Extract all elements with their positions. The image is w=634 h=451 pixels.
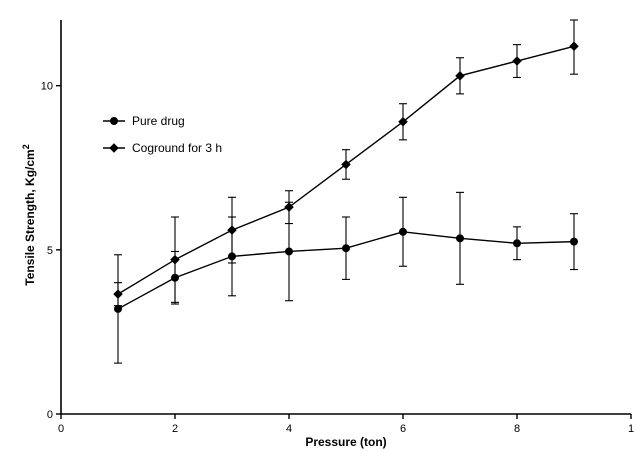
y-tick-label-0: 0 [47,409,53,421]
x-axis-title: Pressure (ton) [305,435,386,449]
plot-area [113,19,579,364]
data-point-coground-4 [284,202,294,212]
data-point-pure-drug-9 [570,237,579,246]
data-point-coground-2 [170,254,180,265]
data-point-pure-drug-1 [114,304,123,313]
data-point-pure-drug-8 [513,239,522,248]
legend-marker-pure-drug [110,117,119,126]
data-point-coground-7 [455,71,465,81]
x-tick-label-10: 1 [628,423,634,435]
data-point-pure-drug-4 [284,247,293,256]
legend-label-coground: Coground for 3 h [132,141,222,155]
legend-label-pure-drug: Pure drug [132,114,185,128]
data-point-coground-8 [512,56,522,66]
x-tick-label-2: 2 [172,423,178,435]
data-point-pure-drug-7 [455,234,464,243]
y-axis-title-main: Tensile Strength, Kg/cm [23,149,37,285]
data-point-coground-1 [113,289,123,299]
y-tick-label-10: 10 [41,81,53,93]
x-tick-label-0: 0 [58,423,64,435]
data-point-coground-6 [398,117,408,127]
legend: Pure drug Coground for 3 h [103,114,222,155]
x-tick-label-8: 8 [514,423,520,435]
data-point-pure-drug-5 [341,244,350,253]
series-pure-drug [114,191,579,364]
y-axis-title-superscript: 2 [21,144,31,149]
data-point-pure-drug-6 [398,227,407,236]
legend-item-coground: Coground for 3 h [103,141,222,155]
x-tick-label-4: 4 [286,423,292,435]
series-coground [113,19,579,307]
data-point-coground-3 [227,225,237,235]
data-point-coground-5 [341,159,351,170]
x-tick-label-6: 6 [400,423,406,435]
data-point-coground-9 [569,41,579,52]
legend-marker-coground [109,143,119,153]
legend-item-pure-drug: Pure drug [103,114,185,128]
y-axis-title: Tensile Strength, Kg/cm2 [21,144,37,285]
y-tick-label-5: 5 [47,245,53,257]
